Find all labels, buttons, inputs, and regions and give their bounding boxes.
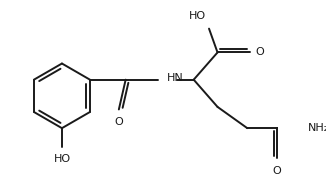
Text: O: O: [273, 166, 281, 176]
Text: HO: HO: [188, 11, 206, 21]
Text: O: O: [114, 117, 123, 127]
Text: HN: HN: [167, 73, 184, 83]
Text: O: O: [255, 47, 264, 57]
Text: NH₂: NH₂: [308, 123, 326, 133]
Text: HO: HO: [53, 154, 70, 164]
